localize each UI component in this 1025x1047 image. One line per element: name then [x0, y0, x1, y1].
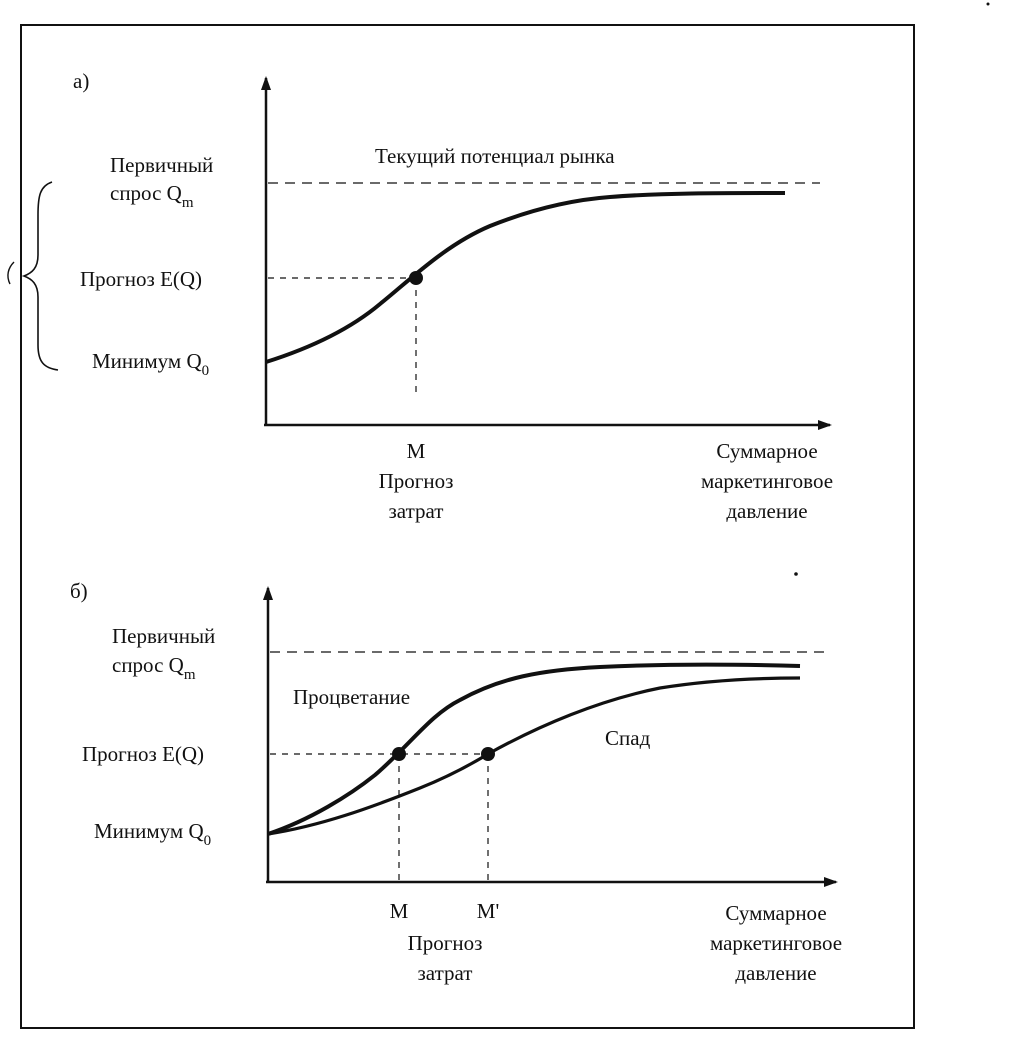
panel-b-primary-label-2: спрос Qm [112, 653, 196, 683]
panel-b: б) Процветание Спад Первичный спрос Qm П… [70, 579, 842, 985]
panel-a-point-caption-1: Прогноз [379, 469, 454, 493]
panel-a-forecast-point [409, 271, 423, 285]
panel-b-prosperity-label: Процветание [293, 685, 410, 709]
panel-b-point-m [392, 747, 406, 761]
panel-a-point-caption-2: затрат [389, 499, 444, 523]
panel-b-point-m-prime [481, 747, 495, 761]
panel-a-axis-label-3: давление [726, 499, 807, 523]
handwritten-mark [7, 261, 15, 285]
panel-a: а) Текущий потенциал рынка Первичный спр… [73, 69, 833, 523]
panel-b-point-m-label: М [390, 899, 409, 923]
panel-b-axis-label-2: маркетинговое [710, 931, 842, 955]
panel-b-point-caption-1: Прогноз [408, 931, 483, 955]
panel-a-minimum-label: Минимум Q0 [92, 349, 209, 379]
panel-a-axis-label-2: маркетинговое [701, 469, 833, 493]
panel-a-primary-label-1: Первичный [110, 153, 213, 177]
panel-a-curve-label: Текущий потенциал рынка [375, 144, 615, 168]
scan-speck [986, 2, 990, 6]
panel-b-forecast-label: Прогноз E(Q) [82, 742, 204, 766]
panel-a-response-curve [265, 191, 786, 364]
panel-b-label: б) [70, 579, 88, 603]
handwritten-brace [21, 181, 59, 371]
panel-b-point-m-prime-label: М' [477, 899, 499, 923]
panel-b-recession-curve [267, 676, 801, 836]
panel-a-label: а) [73, 69, 89, 93]
panel-a-forecast-label: Прогноз E(Q) [80, 267, 202, 291]
panel-b-recession-label: Спад [605, 726, 651, 750]
panel-b-prosperity-curve [267, 662, 801, 836]
panel-a-primary-label-2: спрос Qm [110, 181, 194, 211]
figure-frame [20, 24, 915, 1029]
panel-b-axis-label-3: давление [735, 961, 816, 985]
panel-b-axis-label-1: Суммарное [725, 901, 826, 925]
panel-b-minimum-label: Минимум Q0 [94, 819, 211, 849]
panel-b-point-caption-2: затрат [418, 961, 473, 985]
panel-a-point-m: М [407, 439, 426, 463]
panel-b-primary-label-1: Первичный [112, 624, 215, 648]
scan-speck [794, 572, 798, 576]
panel-a-axis-label-1: Суммарное [716, 439, 817, 463]
